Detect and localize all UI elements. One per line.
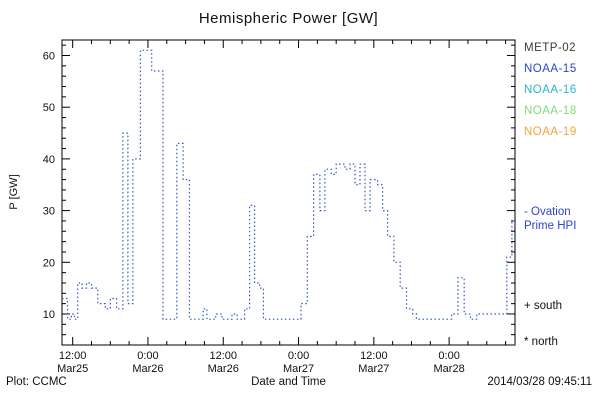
x-tick-date: Mar26 — [208, 363, 239, 375]
y-tick-label: 20 — [43, 257, 55, 269]
legend-item-noaa-18: NOAA-18 — [524, 105, 577, 117]
x-tick-date: Mar26 — [132, 363, 163, 375]
legend-item-noaa-15: NOAA-15 — [524, 63, 577, 75]
series-ovation-prime-hpi — [62, 49, 515, 320]
x-tick-time: 12:00 — [59, 350, 87, 362]
x-tick-time: 0:00 — [288, 350, 309, 362]
y-axis-label: P [GW] — [8, 174, 20, 210]
ovation-label-line1: - Ovation — [524, 206, 571, 218]
y-tick-label: 60 — [43, 51, 55, 63]
south-marker-label: + south — [524, 300, 563, 312]
y-tick-label: 50 — [43, 102, 55, 114]
satellite-legend: METP-02 NOAA-15 NOAA-16 NOAA-18 NOAA-19 — [524, 42, 577, 147]
x-tick-time: 12:00 — [360, 350, 388, 362]
x-tick-time: 0:00 — [438, 350, 459, 362]
north-marker-label: * north — [524, 336, 558, 348]
legend-item-metp-02: METP-02 — [524, 42, 577, 54]
y-tick-label: 40 — [43, 154, 55, 166]
y-tick-label: 10 — [43, 309, 55, 321]
ovation-label-line2: Prime HPI — [524, 220, 577, 232]
x-tick-date: Mar25 — [57, 363, 88, 375]
y-axis: 10 20 30 40 50 60 — [43, 44, 515, 346]
legend-item-noaa-19: NOAA-19 — [524, 126, 577, 138]
plot-credit: Plot: CCMC — [6, 376, 67, 388]
x-tick-date: Mar27 — [358, 363, 389, 375]
ovation-prime-hpi-label: - Ovation Prime HPI — [524, 205, 576, 233]
x-axis: 12:00Mar250:00Mar2612:00Mar260:00Mar2712… — [57, 40, 507, 375]
plot-frame — [61, 39, 516, 346]
x-tick-date: Mar28 — [434, 363, 465, 375]
x-tick-date: Mar27 — [283, 363, 314, 375]
x-axis-label: Date and Time — [251, 376, 326, 388]
plot-timestamp: 2014/03/28 09:45:11 — [487, 376, 592, 388]
x-tick-time: 12:00 — [209, 350, 237, 362]
x-tick-time: 0:00 — [137, 350, 158, 362]
chart-title: Hemispheric Power [GW] — [198, 10, 379, 27]
y-tick-label: 30 — [43, 206, 55, 218]
legend-item-noaa-16: NOAA-16 — [524, 84, 577, 96]
